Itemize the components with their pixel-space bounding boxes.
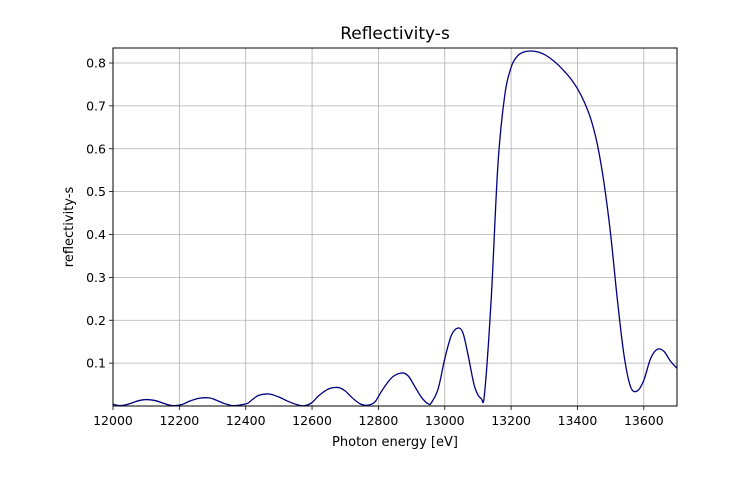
x-tick-label: 13200 (491, 413, 531, 428)
y-tick-label: 0.4 (86, 227, 106, 242)
x-axis-label: Photon energy [eV] (332, 435, 458, 450)
chart-title: Reflectivity-s (340, 24, 450, 44)
y-tick-label: 0.6 (86, 141, 106, 156)
y-tick-label: 0.8 (86, 56, 106, 71)
y-axis-ticks: 0.1 0.2 0.3 0.4 0.5 0.6 0.7 0.8 (86, 56, 113, 371)
x-tick-label: 12600 (292, 413, 332, 428)
plot-area (113, 48, 677, 406)
y-tick-label: 0.5 (86, 184, 106, 199)
y-tick-label: 0.3 (86, 270, 106, 285)
y-axis-label: reflectivity-s (62, 187, 77, 268)
x-axis-ticks: 12000 12200 12400 12600 12800 13000 13200 13400… (93, 406, 664, 428)
y-tick-label: 0.1 (86, 356, 106, 371)
y-tick-label: 0.7 (86, 98, 106, 113)
x-tick-label: 12800 (359, 413, 399, 428)
plot-frame (112, 47, 678, 407)
x-tick-label: 13400 (558, 413, 598, 428)
x-tick-label: 12400 (226, 413, 266, 428)
series-line (112, 50, 678, 407)
grid-lines (112, 48, 677, 406)
series-group (112, 50, 678, 407)
x-tick-label: 12200 (159, 413, 199, 428)
y-tick-label: 0.2 (86, 313, 106, 328)
x-tick-label: 13000 (425, 413, 465, 428)
x-tick-label: 12000 (93, 413, 133, 428)
x-tick-label: 13600 (624, 413, 664, 428)
